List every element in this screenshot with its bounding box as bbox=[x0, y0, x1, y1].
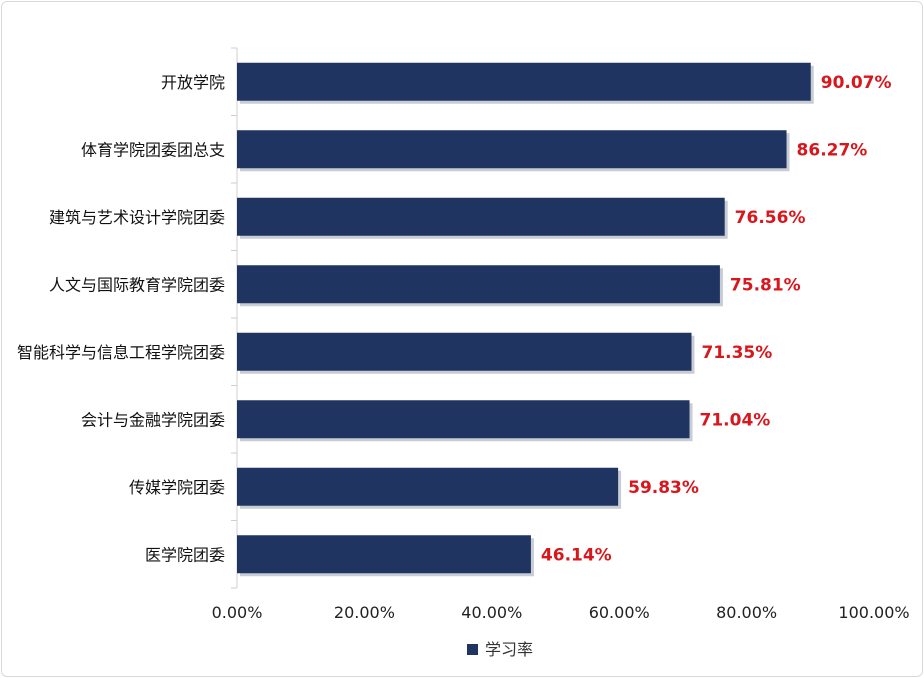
bar bbox=[237, 332, 692, 371]
bar bbox=[237, 467, 619, 506]
legend-swatch bbox=[467, 644, 478, 655]
category-label: 建筑与艺术设计学院团委 bbox=[49, 208, 225, 227]
category-label: 传媒学院团委 bbox=[129, 478, 225, 497]
bar bbox=[237, 62, 811, 101]
x-tick-label: 100.00% bbox=[838, 603, 909, 622]
legend-label: 学习率 bbox=[485, 640, 533, 659]
x-tick-label: 20.00% bbox=[334, 603, 395, 622]
x-tick-label: 60.00% bbox=[589, 603, 650, 622]
bar bbox=[237, 265, 720, 304]
category-label: 开放学院 bbox=[161, 73, 225, 92]
data-label: 86.27% bbox=[797, 140, 868, 160]
data-label: 90.07% bbox=[821, 73, 892, 93]
category-label: 会计与金融学院团委 bbox=[81, 410, 225, 429]
data-label: 75.81% bbox=[730, 275, 801, 295]
data-label: 71.35% bbox=[701, 343, 772, 363]
bar bbox=[237, 130, 787, 169]
data-label: 76.56% bbox=[735, 208, 806, 228]
x-tick-label: 40.00% bbox=[461, 603, 522, 622]
x-tick-label: 80.00% bbox=[716, 603, 777, 622]
bar bbox=[237, 535, 531, 574]
category-label: 人文与国际教育学院团委 bbox=[49, 275, 225, 294]
data-label: 71.04% bbox=[700, 410, 771, 430]
category-label: 医学院团委 bbox=[145, 545, 225, 564]
category-label: 智能科学与信息工程学院团委 bbox=[17, 343, 225, 362]
data-label: 46.14% bbox=[541, 545, 612, 565]
x-tick-label: 0.00% bbox=[212, 603, 263, 622]
bar bbox=[237, 197, 725, 236]
category-label: 体育学院团委团总支 bbox=[81, 140, 225, 159]
data-label: 59.83% bbox=[628, 478, 699, 498]
bar bbox=[237, 400, 690, 439]
